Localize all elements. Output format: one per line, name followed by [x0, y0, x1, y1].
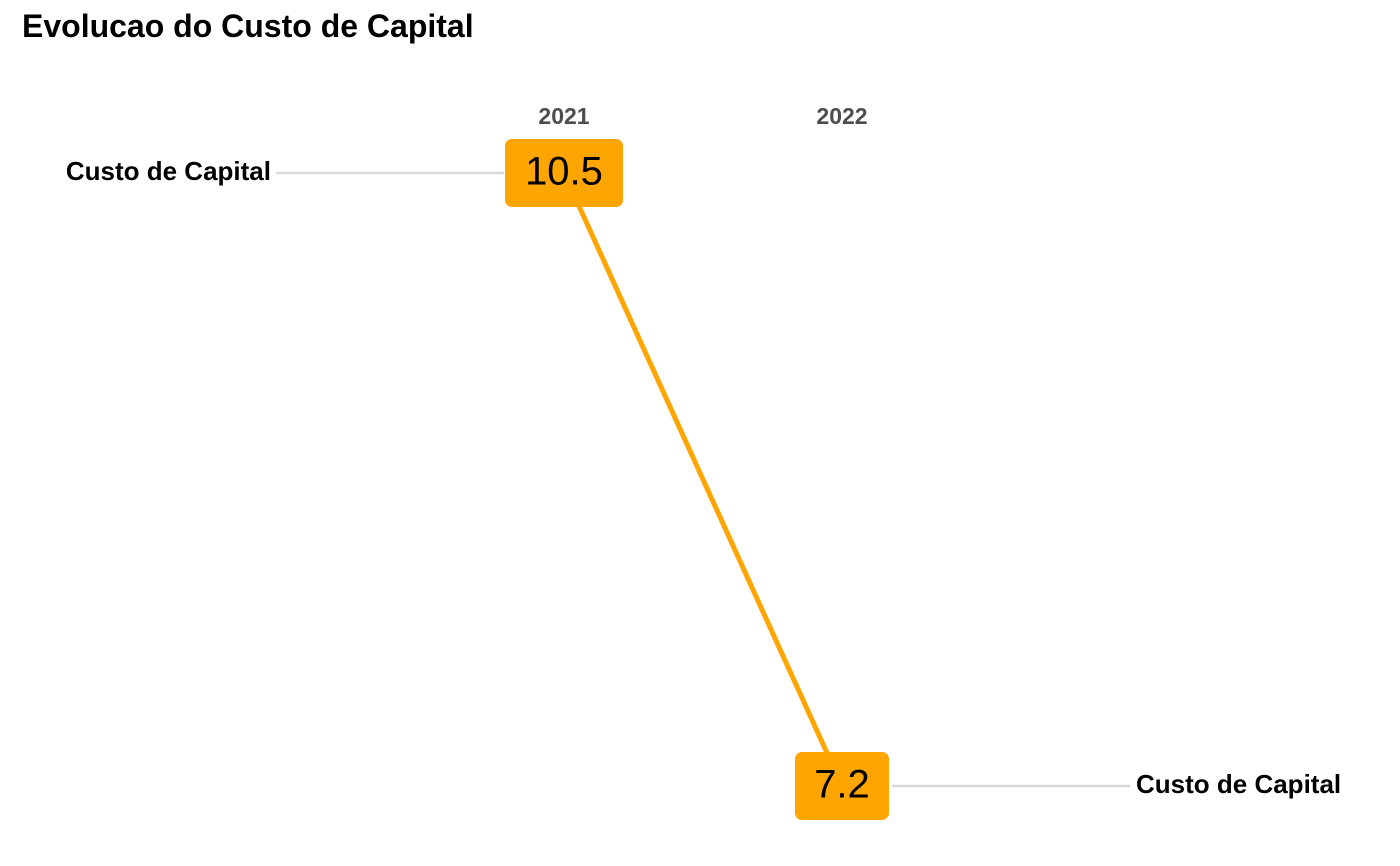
connector-lines — [276, 171, 1130, 788]
series-label-left: Custo de Capital — [66, 156, 271, 186]
value-label-box — [505, 139, 623, 207]
value-label-2022: 7.2 — [814, 763, 870, 807]
value-labels: 10.5 7.2 — [505, 139, 889, 820]
series-label-right: Custo de Capital — [1136, 769, 1341, 799]
series-name-labels: Custo de Capital Custo de Capital — [66, 156, 1341, 799]
series-lines — [561, 171, 845, 788]
series-line — [561, 171, 845, 788]
value-label-box — [795, 752, 889, 820]
x-axis-labels: 2021 2022 — [538, 103, 867, 129]
chart-title: Evolucao do Custo de Capital — [22, 8, 474, 44]
value-label-2021: 10.5 — [525, 150, 603, 194]
year-label-2022: 2022 — [816, 103, 867, 129]
year-label-2021: 2021 — [538, 103, 589, 129]
